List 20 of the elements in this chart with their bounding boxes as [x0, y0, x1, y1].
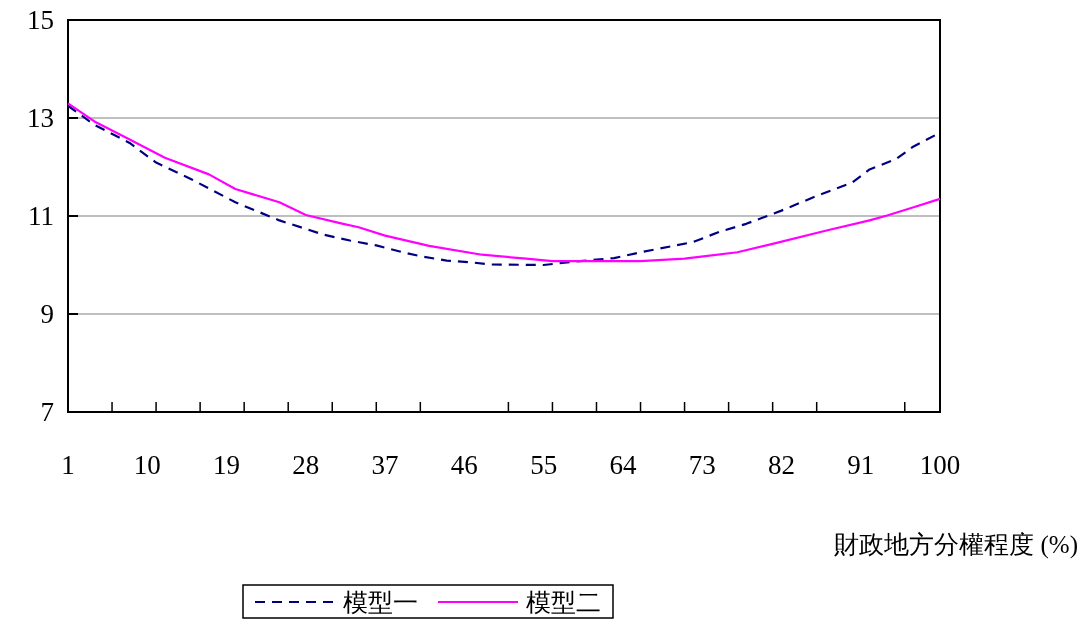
legend-label: 模型二	[526, 589, 601, 616]
x-tick-label: 28	[292, 450, 320, 480]
y-tick-label: 15	[27, 5, 54, 35]
y-tick-label: 11	[28, 201, 54, 231]
y-tick-label: 13	[27, 103, 54, 133]
x-tick-label: 91	[847, 450, 875, 480]
legend-label: 模型一	[343, 589, 418, 616]
x-tick-label: 100	[919, 450, 961, 480]
x-tick-label: 73	[688, 450, 716, 480]
x-tick-label: 19	[213, 450, 241, 480]
x-tick-label: 10	[133, 450, 161, 480]
x-tick-label: 55	[530, 450, 558, 480]
x-tick-label: 37	[371, 450, 399, 480]
x-tick-label: 64	[609, 450, 637, 480]
y-tick-label: 7	[40, 397, 54, 427]
x-axis-title: 財政地方分權程度 (%)	[834, 531, 1078, 559]
x-tick-label: 82	[767, 450, 795, 480]
y-tick-label: 9	[40, 299, 54, 329]
x-tick-label: 1	[61, 450, 75, 480]
x-tick-label: 46	[450, 450, 478, 480]
